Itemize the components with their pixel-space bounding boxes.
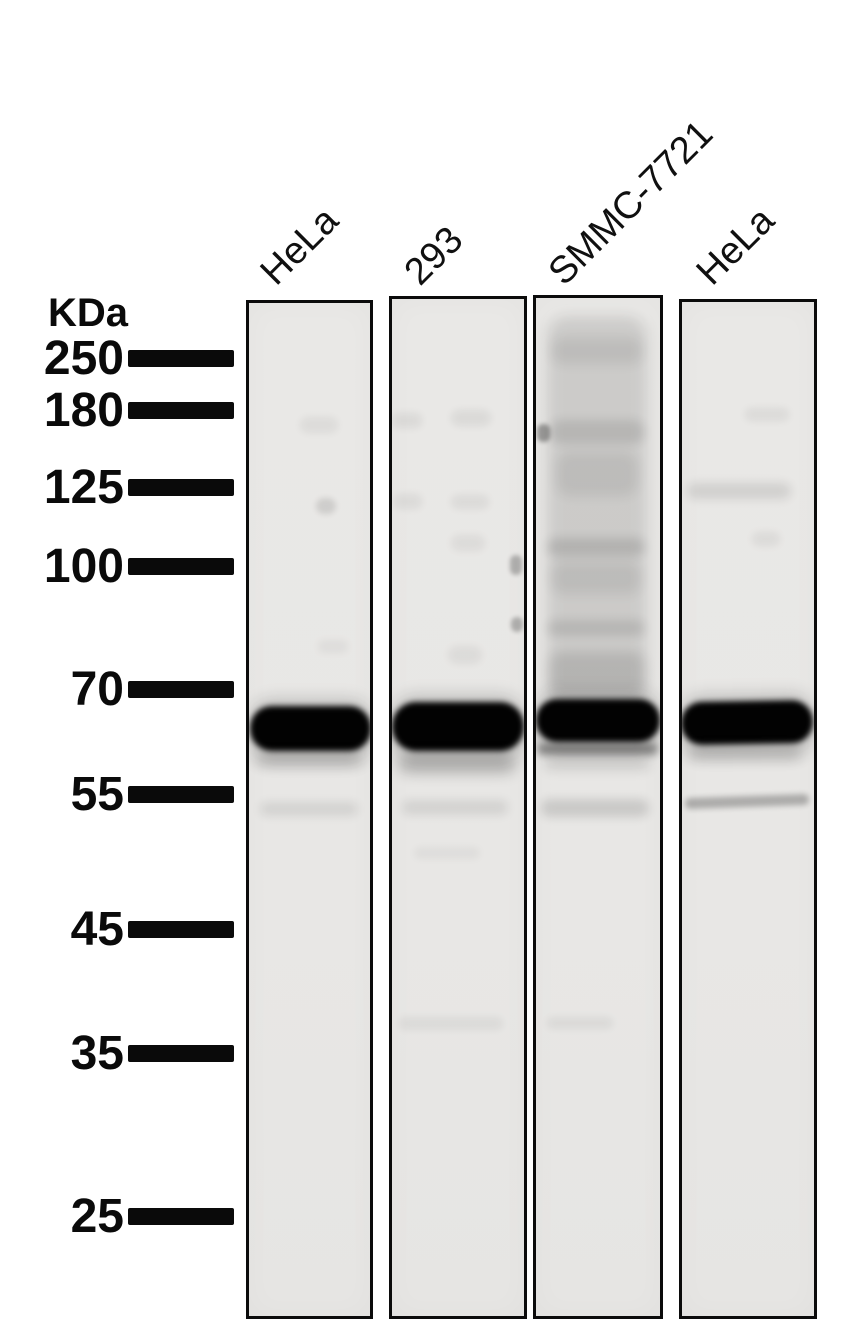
speckle: [451, 535, 485, 551]
band-halo: [537, 743, 658, 755]
background-smear: [547, 538, 645, 556]
lane-label: 293: [396, 218, 472, 294]
protein-band: [536, 699, 660, 742]
speckle: [414, 847, 480, 859]
faint-band: [541, 799, 649, 817]
protein-band: [392, 702, 524, 751]
lane: [246, 300, 373, 1319]
ladder-tick: [128, 558, 234, 575]
ladder-tick: [128, 402, 234, 419]
speckle: [451, 410, 491, 426]
ladder-label: 250: [43, 332, 124, 385]
faint-band: [260, 802, 358, 816]
lane: [533, 295, 663, 1319]
speckle: [510, 555, 522, 575]
speckle: [316, 498, 336, 514]
ladder-tick: [128, 681, 234, 698]
speckle: [448, 646, 482, 664]
protein-band: [250, 706, 370, 751]
ladder-label: 70: [70, 663, 124, 716]
background-smear: [547, 620, 645, 636]
ladder-tick: [128, 1045, 234, 1062]
ladder-tick: [128, 786, 234, 803]
lane: [679, 299, 817, 1319]
lane-label: HeLa: [688, 199, 783, 294]
protein-band: [682, 699, 814, 746]
background-smear: [549, 420, 645, 444]
ladder-label: 180: [43, 384, 124, 437]
faint-band: [402, 800, 508, 815]
ladder-tick: [128, 350, 234, 367]
ladder-label: 25: [70, 1190, 124, 1243]
background-smear: [551, 562, 641, 594]
lane: [389, 296, 527, 1319]
band-halo: [688, 746, 802, 761]
faint-band: [687, 483, 791, 499]
speckle: [392, 413, 422, 428]
speckle: [511, 617, 523, 632]
speckle: [318, 640, 348, 653]
faint-band: [684, 793, 810, 810]
ladder-label: 55: [70, 768, 124, 821]
speckle: [399, 1017, 503, 1030]
ladder-tick: [128, 1208, 234, 1225]
speckle: [300, 417, 338, 433]
background-smear: [551, 338, 643, 364]
speckle: [745, 408, 789, 421]
ladder-tick: [128, 479, 234, 496]
speckle: [537, 424, 550, 442]
speckle: [451, 495, 489, 509]
background-smear: [556, 452, 638, 496]
ladder-unit-label: KDa: [48, 291, 129, 335]
band-halo: [544, 757, 650, 770]
band-halo: [256, 753, 362, 767]
ladder-tick: [128, 921, 234, 938]
speckle: [547, 1017, 613, 1029]
ladder-label: 35: [70, 1027, 124, 1080]
ladder-label: 45: [70, 903, 124, 956]
speckle: [394, 494, 422, 509]
background-smear: [549, 652, 645, 694]
band-halo: [398, 754, 516, 774]
speckle: [752, 532, 780, 546]
ladder-label: 125: [43, 461, 124, 514]
lane-label: HeLa: [252, 199, 347, 294]
ladder-label: 100: [43, 540, 124, 593]
background-smear: [547, 316, 647, 708]
